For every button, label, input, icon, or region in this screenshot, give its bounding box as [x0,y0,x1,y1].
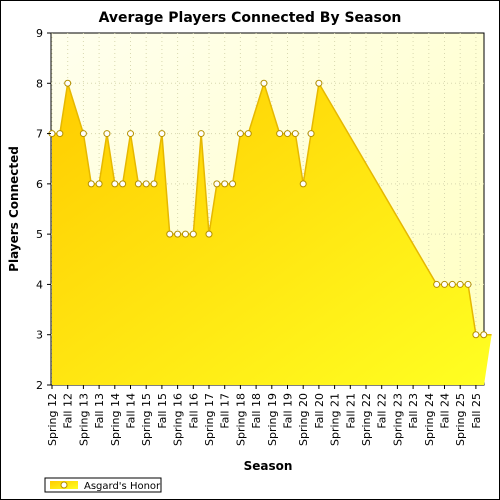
x-tick-label: Spring 18 [234,393,247,446]
y-axis-title: Players Connected [7,146,21,272]
data-point [456,280,464,288]
x-tick-label: Fall 25 [470,393,483,429]
data-point [236,130,244,138]
data-point [464,280,472,288]
data-point [56,130,64,138]
x-tick-label: Spring 22 [360,393,373,446]
data-point [205,230,213,238]
data-point [229,180,237,188]
data-point [79,130,87,138]
data-point [103,130,111,138]
data-point [299,180,307,188]
x-tick-label: Spring 16 [172,393,185,446]
data-point [150,180,158,188]
data-point [480,331,488,339]
x-tick-label: Fall 17 [219,393,232,429]
x-tick-label: Fall 21 [344,393,357,429]
data-point [111,180,119,188]
x-tick-label: Spring 17 [203,393,216,446]
data-point [142,180,150,188]
series-line [52,80,492,336]
data-point [158,130,166,138]
data-point [276,130,284,138]
y-tick-label: 7 [36,128,43,141]
x-tick-label: Fall 24 [439,393,452,429]
data-point [291,130,299,138]
data-point [87,180,95,188]
y-tick-label: 4 [36,278,43,291]
data-point [441,280,448,288]
y-tick-label: 3 [36,329,43,342]
x-tick-label: Fall 18 [250,393,263,429]
data-point [307,130,315,138]
data-point [127,130,134,138]
y-tick-label: 9 [36,27,43,40]
x-tick-label: Fall 22 [376,393,389,429]
x-tick-label: Fall 13 [93,393,106,429]
y-axis: 2 3 4 5 6 7 8 9 [36,27,51,392]
data-point [174,230,182,238]
data-point [119,180,127,188]
y-tick-label: 6 [36,178,43,191]
x-tick-label: Spring 14 [109,393,122,446]
chart-title: Average Players Connected By Season [99,10,402,26]
legend-marker [60,481,68,489]
y-tick-label: 5 [36,228,43,241]
data-point [260,79,268,87]
x-axis-title: Season [244,459,293,473]
data-point [181,230,189,238]
x-tick-label: Fall 14 [125,393,138,429]
x-tick-label: Fall 15 [156,393,169,429]
x-tick-label: Spring 25 [454,393,467,446]
x-tick-label: Fall 19 [282,393,295,429]
x-tick-label: Spring 21 [329,393,342,446]
data-point [284,130,291,138]
x-tick-label: Spring 15 [140,393,153,446]
data-point [197,130,205,138]
x-tick-label: Spring 13 [77,393,90,446]
data-points [48,79,488,339]
x-tick-label: Spring 24 [423,393,436,446]
x-tick-label: Spring 12 [46,393,59,446]
data-point [244,130,252,138]
data-point [64,79,72,87]
series-area [52,83,492,386]
data-point [213,180,221,188]
x-tick-label: Fall 16 [187,393,200,429]
area-series [52,80,492,386]
x-axis: Spring 12 Fall 12 Spring 13 Fall 13 Spring 1… [46,385,483,446]
x-tick-label: Spring 23 [391,393,404,446]
x-tick-label: Spring 19 [266,393,279,446]
x-tick-label: Fall 20 [313,393,326,429]
y-tick-label: 2 [36,379,43,392]
data-point [448,280,456,288]
data-point [221,180,229,188]
data-point [189,230,197,238]
legend: Asgard's Honor [44,477,162,493]
x-tick-label: Fall 23 [407,393,420,429]
y-tick-label: 8 [36,77,43,90]
x-tick-label: Fall 12 [62,393,75,429]
x-tick-label: Spring 20 [297,393,310,446]
data-point [472,331,480,339]
data-point [134,180,142,188]
data-point [166,230,174,238]
data-point [315,79,323,87]
data-point [95,180,103,188]
data-point [433,280,441,288]
legend-label: Asgard's Honor [84,481,161,492]
